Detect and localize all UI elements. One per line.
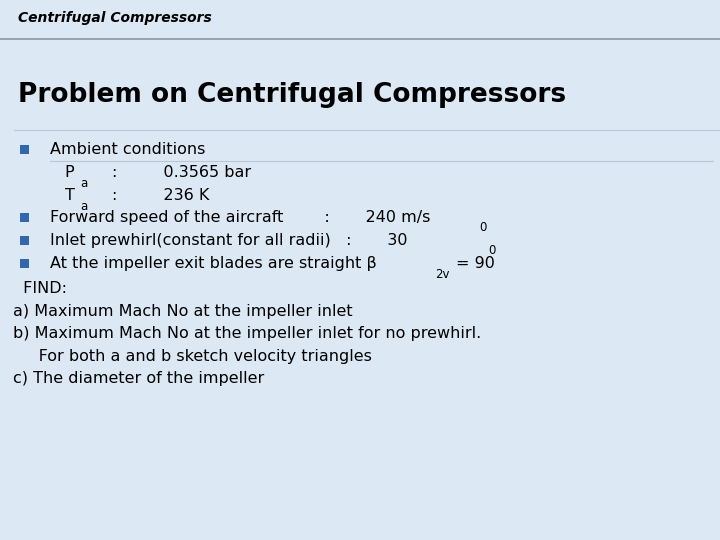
Text: 2v: 2v [435, 268, 449, 281]
Bar [20, 236, 29, 245]
Text: b) Maximum Mach No at the impeller inlet for no prewhirl.: b) Maximum Mach No at the impeller inlet… [13, 326, 481, 341]
Text: For both a and b sketch velocity triangles: For both a and b sketch velocity triangl… [13, 349, 372, 364]
Text: a) Maximum Mach No at the impeller inlet: a) Maximum Mach No at the impeller inlet [13, 303, 353, 319]
Text: 0: 0 [488, 244, 495, 257]
Text: Forward speed of the aircraft        :       240 m/s: Forward speed of the aircraft : 240 m/s [50, 211, 431, 225]
Bar [20, 259, 29, 268]
Text: :         236 K: : 236 K [112, 188, 209, 202]
Text: Inlet prewhirl(constant for all radii)   :       30: Inlet prewhirl(constant for all radii) :… [50, 233, 408, 248]
Text: P: P [65, 165, 74, 180]
Text: a: a [81, 177, 88, 190]
Text: Ambient conditions: Ambient conditions [50, 143, 206, 158]
Text: FIND:: FIND: [18, 281, 67, 296]
Text: Centrifugal Compressors: Centrifugal Compressors [18, 11, 212, 25]
Bar [20, 145, 29, 154]
Bar [20, 213, 29, 222]
Text: = 90: = 90 [456, 256, 495, 271]
Text: :         0.3565 bar: : 0.3565 bar [112, 165, 251, 180]
Text: At the impeller exit blades are straight β: At the impeller exit blades are straight… [50, 256, 377, 271]
Text: c) The diameter of the impeller: c) The diameter of the impeller [13, 372, 264, 387]
Text: 0: 0 [480, 221, 487, 234]
Text: Problem on Centrifugal Compressors: Problem on Centrifugal Compressors [18, 82, 566, 107]
Text: a: a [81, 200, 88, 213]
Text: T: T [65, 188, 75, 202]
